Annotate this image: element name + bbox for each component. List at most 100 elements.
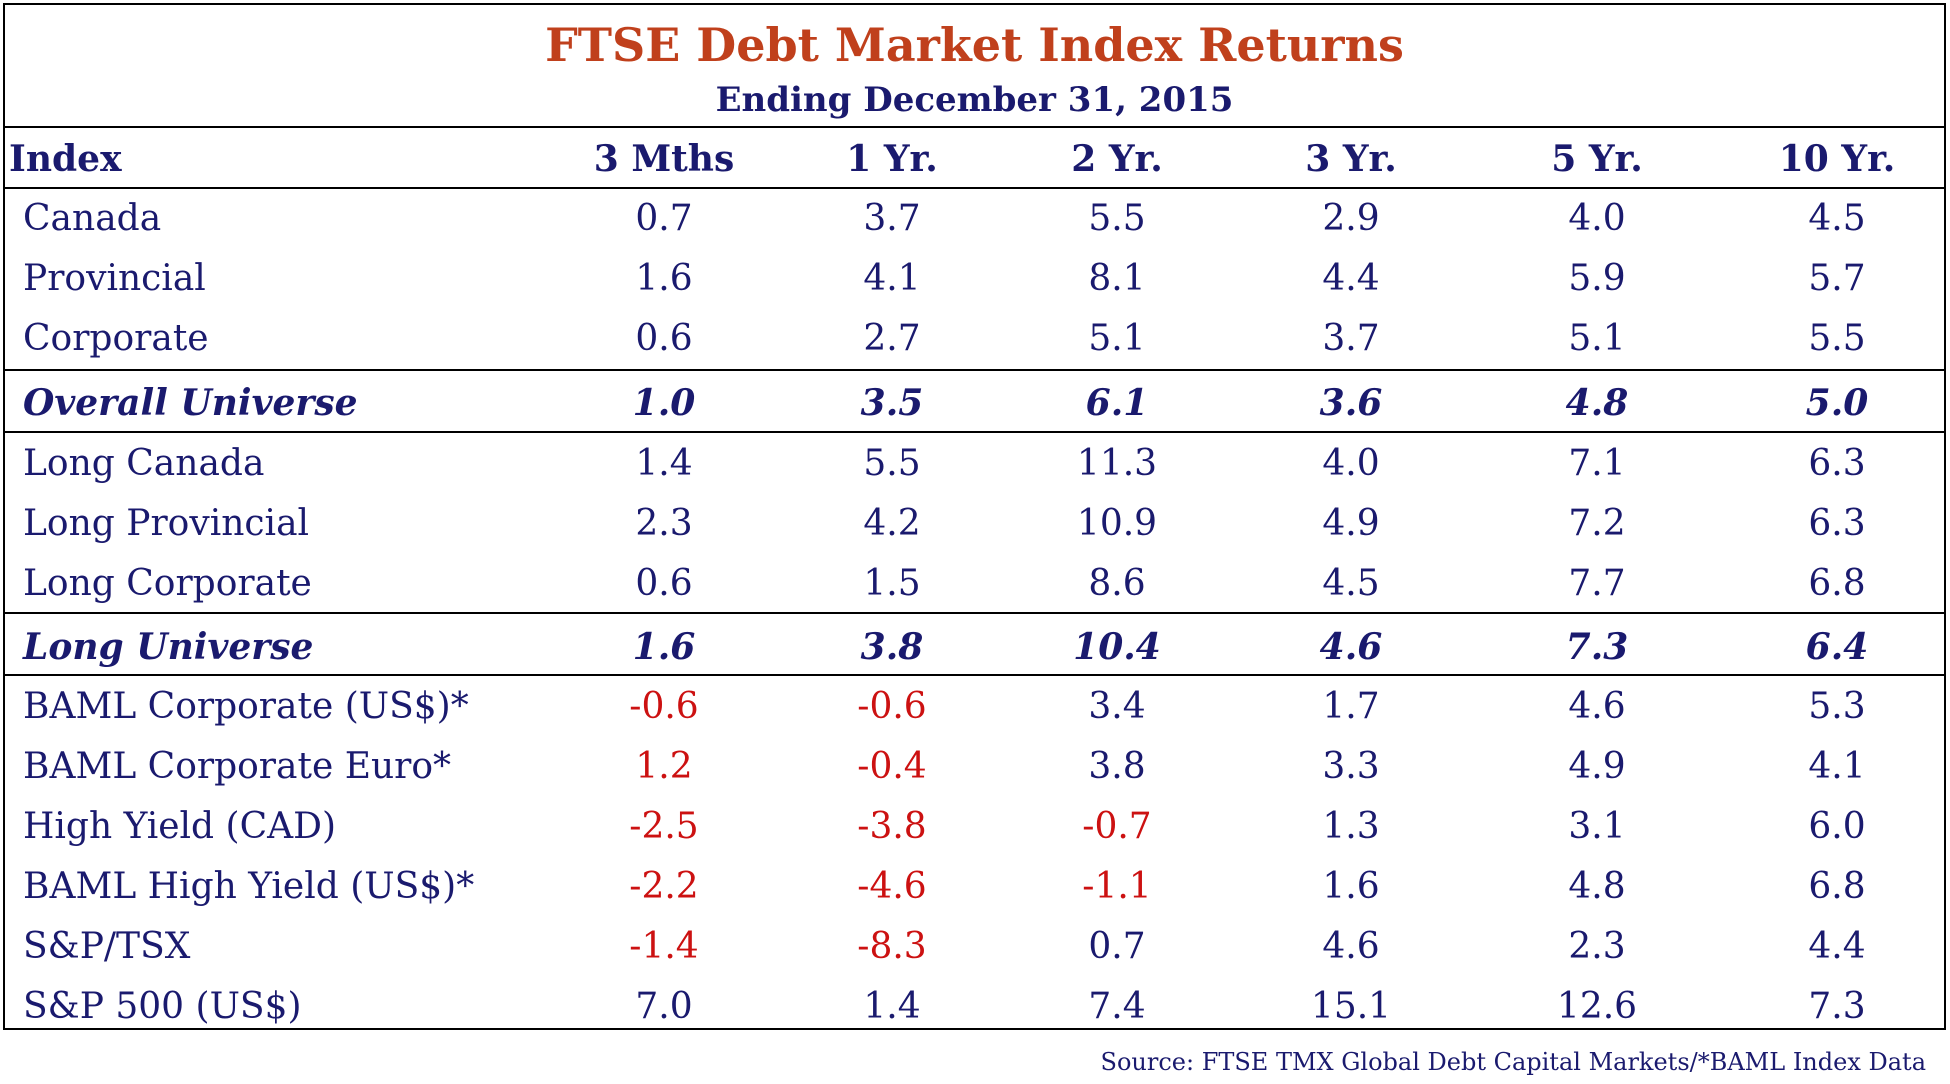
value-cell: 7.0 bbox=[635, 986, 693, 1027]
value-cell: 4.0 bbox=[1322, 443, 1380, 484]
value-cell: 4.2 bbox=[863, 503, 921, 544]
value-cell: 1.0 bbox=[632, 382, 696, 424]
value-cell: 1.4 bbox=[863, 986, 921, 1027]
value-cell: 7.7 bbox=[1568, 563, 1626, 604]
value-cell: 6.3 bbox=[1808, 503, 1866, 544]
value-cell: 0.7 bbox=[635, 198, 693, 239]
value-cell: 1.2 bbox=[635, 746, 693, 787]
value-cell: 3.3 bbox=[1322, 746, 1380, 787]
value-cell: 4.6 bbox=[1568, 686, 1626, 727]
table-row: Overall Universe 1.0 3.5 6.1 3.6 4.8 5.0 bbox=[5, 373, 1944, 433]
value-cell: 12.6 bbox=[1556, 986, 1638, 1027]
column-header: 1 Yr. bbox=[846, 138, 938, 180]
value-cell: 5.9 bbox=[1568, 258, 1626, 299]
returns-table: FTSE Debt Market Index Returns Ending De… bbox=[3, 3, 1946, 1030]
value-cell: 4.8 bbox=[1565, 382, 1629, 424]
value-cell: -2.5 bbox=[629, 806, 699, 847]
row-label: Overall Universe bbox=[23, 382, 358, 424]
value-cell: 7.3 bbox=[1565, 626, 1629, 668]
row-label: BAML High Yield (US$)* bbox=[23, 866, 475, 907]
value-cell: 6.8 bbox=[1808, 563, 1866, 604]
value-cell: 5.5 bbox=[1808, 318, 1866, 359]
table-row: BAML High Yield (US$)* -2.2 -4.6 -1.1 1.6 4.8… bbox=[5, 857, 1944, 917]
value-cell: 1.6 bbox=[635, 258, 693, 299]
value-cell: 3.6 bbox=[1319, 382, 1383, 424]
value-cell: 3.8 bbox=[1088, 746, 1146, 787]
value-cell: 2.7 bbox=[863, 318, 921, 359]
column-header: Index bbox=[9, 138, 122, 180]
row-label: BAML Corporate Euro* bbox=[23, 746, 452, 787]
table-row: Long Corporate 0.6 1.5 8.6 4.5 7.7 6.8 bbox=[5, 554, 1944, 614]
table-row: Corporate 0.6 2.7 5.1 3.7 5.1 5.5 bbox=[5, 309, 1944, 369]
row-label: Provincial bbox=[23, 258, 206, 299]
value-cell: 5.0 bbox=[1805, 382, 1869, 424]
value-cell: 4.8 bbox=[1568, 866, 1626, 907]
table-row: BAML Corporate (US$)* -0.6 -0.6 3.4 1.7 4.6 5.… bbox=[5, 677, 1944, 737]
value-cell: 4.5 bbox=[1808, 198, 1866, 239]
table-row: Provincial 1.6 4.1 8.1 4.4 5.9 5.7 bbox=[5, 249, 1944, 309]
value-cell: 3.7 bbox=[863, 198, 921, 239]
value-cell: 6.8 bbox=[1808, 866, 1866, 907]
value-cell: -0.6 bbox=[857, 686, 927, 727]
table-row: BAML Corporate Euro* 1.2 -0.4 3.8 3.3 4.9 4.1 bbox=[5, 737, 1944, 797]
value-cell: -1.4 bbox=[629, 926, 699, 967]
row-label: Long Provincial bbox=[23, 503, 310, 544]
table-title: FTSE Debt Market Index Returns bbox=[545, 18, 1404, 72]
value-cell: 1.4 bbox=[635, 443, 693, 484]
value-cell: 8.1 bbox=[1088, 258, 1146, 299]
source-note: Source: FTSE TMX Global Debt Capital Mar… bbox=[1100, 1048, 1926, 1076]
value-cell: 10.4 bbox=[1073, 626, 1161, 668]
row-label: Long Canada bbox=[23, 443, 265, 484]
table-subtitle: Ending December 31, 2015 bbox=[715, 80, 1234, 120]
value-cell: 4.5 bbox=[1322, 563, 1380, 604]
column-header: 2 Yr. bbox=[1071, 138, 1163, 180]
value-cell: 5.5 bbox=[1088, 198, 1146, 239]
value-cell: 0.6 bbox=[635, 563, 693, 604]
value-cell: -4.6 bbox=[857, 866, 927, 907]
value-cell: 0.6 bbox=[635, 318, 693, 359]
column-header: 10 Yr. bbox=[1778, 138, 1896, 180]
value-cell: 1.5 bbox=[863, 563, 921, 604]
value-cell: 5.5 bbox=[863, 443, 921, 484]
value-cell: 11.3 bbox=[1076, 443, 1158, 484]
value-cell: 4.6 bbox=[1322, 926, 1380, 967]
row-label: Corporate bbox=[23, 318, 209, 359]
table-row: Long Provincial 2.3 4.2 10.9 4.9 7.2 6.3 bbox=[5, 494, 1944, 554]
value-cell: -0.4 bbox=[857, 746, 927, 787]
value-cell: 4.1 bbox=[863, 258, 921, 299]
table-row: S&P/TSX -1.4 -8.3 0.7 4.6 2.3 4.4 bbox=[5, 917, 1944, 977]
row-label: S&P 500 (US$) bbox=[23, 986, 302, 1027]
table-row: Long Canada 1.4 5.5 11.3 4.0 7.1 6.3 bbox=[5, 434, 1944, 494]
row-divider bbox=[5, 612, 1944, 614]
row-divider bbox=[5, 431, 1944, 433]
value-cell: 4.9 bbox=[1568, 746, 1626, 787]
row-label: S&P/TSX bbox=[23, 926, 191, 967]
table-row: Canada 0.7 3.7 5.5 2.9 4.0 4.5 bbox=[5, 189, 1944, 249]
row-label: Long Universe bbox=[23, 626, 314, 668]
value-cell: 0.7 bbox=[1088, 926, 1146, 967]
value-cell: 3.7 bbox=[1322, 318, 1380, 359]
value-cell: 6.1 bbox=[1085, 382, 1149, 424]
value-cell: 7.2 bbox=[1568, 503, 1626, 544]
table-row: Long Universe 1.6 3.8 10.4 4.6 7.3 6.4 bbox=[5, 617, 1944, 677]
value-cell: -3.8 bbox=[857, 806, 927, 847]
value-cell: -1.1 bbox=[1082, 866, 1152, 907]
value-cell: 2.3 bbox=[1568, 926, 1626, 967]
value-cell: 3.5 bbox=[860, 382, 924, 424]
value-cell: 1.3 bbox=[1322, 806, 1380, 847]
column-header: 3 Yr. bbox=[1305, 138, 1397, 180]
value-cell: 8.6 bbox=[1088, 563, 1146, 604]
value-cell: 6.4 bbox=[1805, 626, 1869, 668]
value-cell: 1.6 bbox=[632, 626, 696, 668]
value-cell: 6.3 bbox=[1808, 443, 1866, 484]
value-cell: 7.3 bbox=[1808, 986, 1866, 1027]
row-label: Canada bbox=[23, 198, 162, 239]
value-cell: 3.4 bbox=[1088, 686, 1146, 727]
row-divider bbox=[5, 369, 1944, 371]
row-label: BAML Corporate (US$)* bbox=[23, 686, 469, 727]
value-cell: 3.8 bbox=[860, 626, 924, 668]
value-cell: 4.6 bbox=[1319, 626, 1383, 668]
column-header: 5 Yr. bbox=[1551, 138, 1643, 180]
value-cell: 4.4 bbox=[1322, 258, 1380, 299]
value-cell: 5.1 bbox=[1568, 318, 1626, 359]
